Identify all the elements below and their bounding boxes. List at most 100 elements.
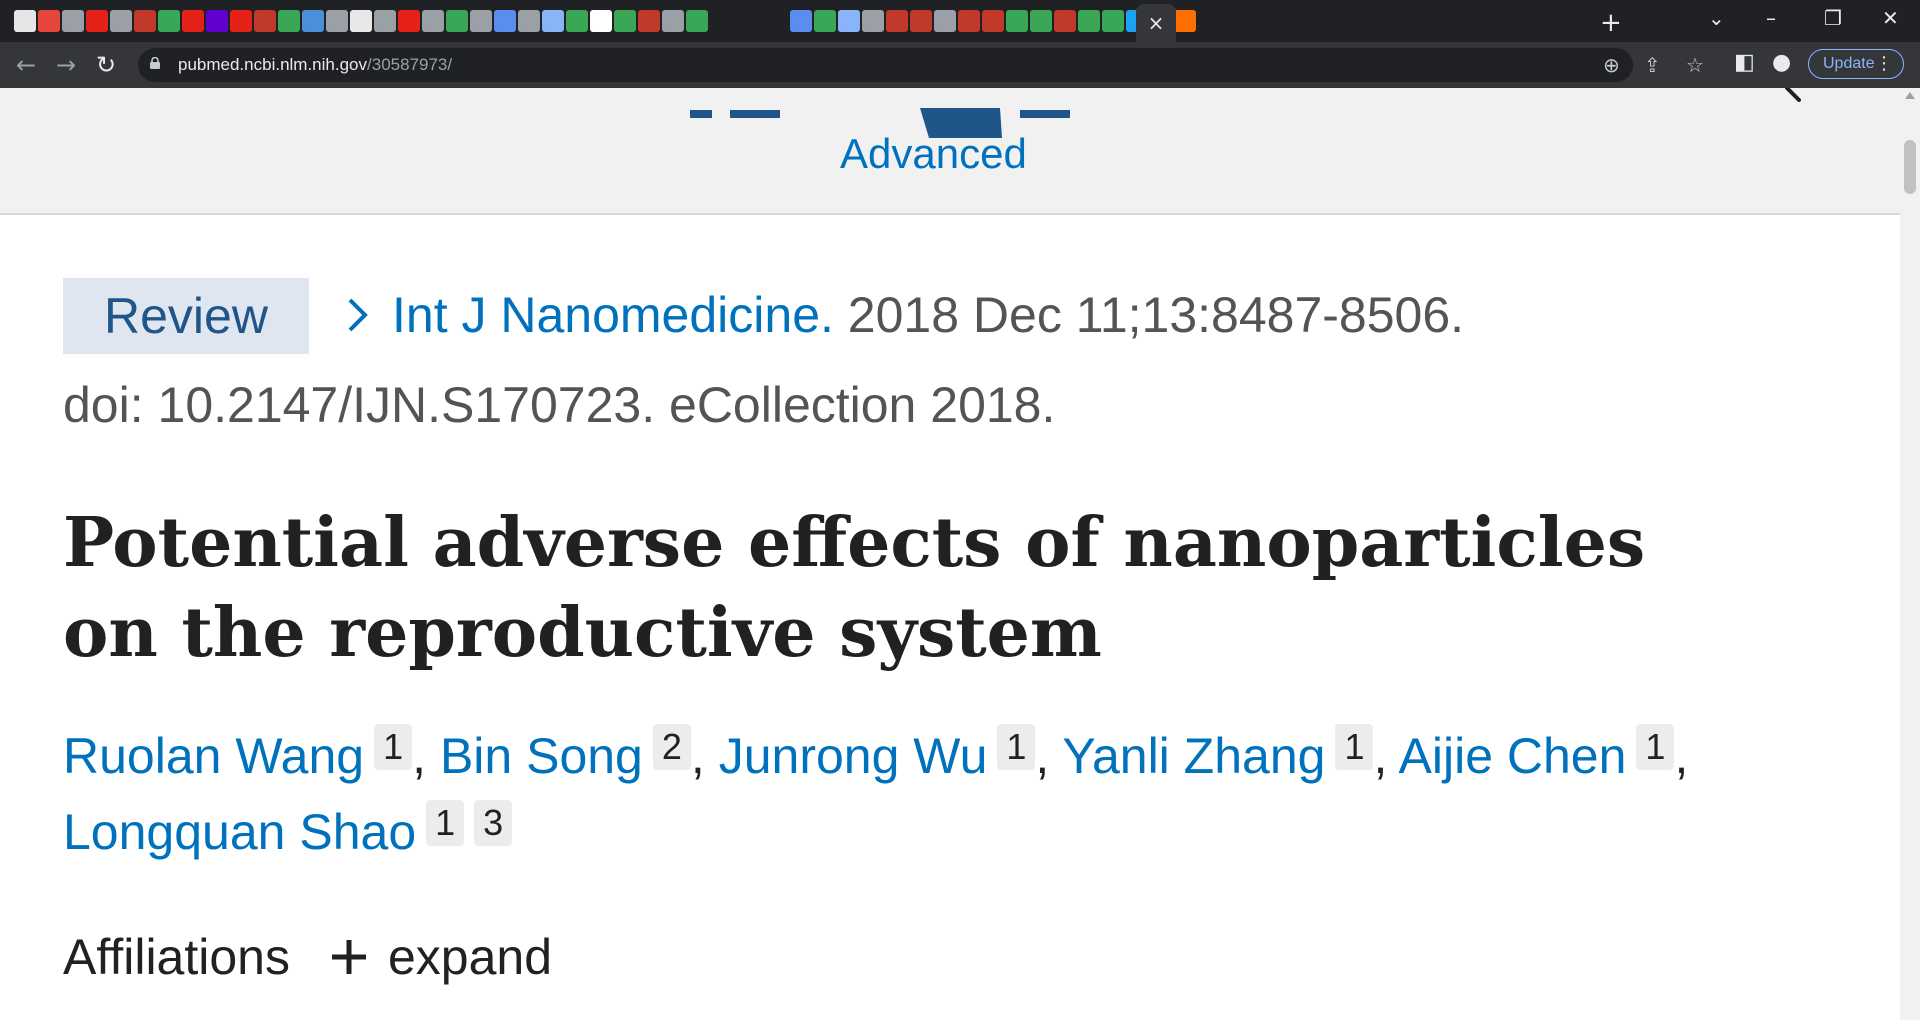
tab-favicon-icon[interactable] bbox=[62, 10, 84, 32]
affiliation-ref-badge[interactable]: 3 bbox=[474, 800, 513, 846]
expand-affiliations-button[interactable]: expand bbox=[388, 929, 553, 985]
tab-favicon-icon[interactable] bbox=[814, 10, 836, 32]
tab-favicon-icon[interactable] bbox=[958, 10, 980, 32]
author-separator: , bbox=[690, 728, 719, 784]
tab-favicon-icon[interactable] bbox=[374, 10, 396, 32]
share-icon[interactable]: ⇪ bbox=[1644, 53, 1661, 77]
tab-favicon-icon[interactable] bbox=[1078, 10, 1100, 32]
update-label: Update bbox=[1823, 55, 1875, 72]
tab-favicon-row bbox=[14, 9, 1196, 33]
side-panel-icon[interactable]: ◧ bbox=[1734, 50, 1755, 75]
forward-arrow-icon[interactable]: → bbox=[56, 51, 77, 79]
tab-favicon-icon[interactable] bbox=[326, 10, 348, 32]
tab-favicon-icon[interactable] bbox=[302, 10, 324, 32]
author-separator: , bbox=[1035, 728, 1063, 784]
pubmed-header: Advanced bbox=[0, 88, 1900, 215]
new-tab-button[interactable]: + bbox=[1600, 8, 1622, 38]
tab-favicon-icon[interactable] bbox=[1030, 10, 1052, 32]
reload-icon[interactable]: ↻ bbox=[96, 51, 117, 79]
tab-favicon-icon[interactable] bbox=[1174, 10, 1196, 32]
journal-citation: Int J Nanomedicine. 2018 Dec 11;13:8487-… bbox=[392, 286, 1464, 344]
tab-favicon-icon[interactable] bbox=[934, 10, 956, 32]
author-link[interactable]: Yanli Zhang bbox=[1062, 728, 1326, 784]
zoom-icon[interactable]: ⊕ bbox=[1603, 53, 1620, 77]
author-link[interactable]: Bin Song bbox=[439, 728, 643, 784]
plus-icon[interactable] bbox=[330, 938, 368, 976]
tab-favicon-icon[interactable] bbox=[790, 10, 812, 32]
profile-avatar-icon[interactable]: ● bbox=[1772, 50, 1792, 75]
more-menu-icon[interactable]: ⋮ bbox=[1875, 53, 1893, 74]
tab-favicon-icon[interactable] bbox=[350, 10, 372, 32]
address-bar[interactable]: pubmed.ncbi.nlm.nih.gov/30587973/ ⊕ ⇪ ☆ bbox=[138, 48, 1704, 82]
restore-window-icon[interactable]: ❐ bbox=[1824, 6, 1842, 30]
search-icon[interactable] bbox=[1785, 88, 1815, 106]
tab-favicon-icon[interactable] bbox=[110, 10, 132, 32]
affiliation-ref-badge[interactable]: 1 bbox=[1636, 724, 1675, 770]
author-link[interactable]: Longquan Shao bbox=[63, 804, 417, 860]
tab-favicon-icon[interactable] bbox=[838, 10, 860, 32]
scroll-up-arrow-icon[interactable] bbox=[1905, 92, 1915, 99]
lock-icon bbox=[150, 57, 160, 69]
tab-favicon-icon[interactable] bbox=[182, 10, 204, 32]
tab-favicon-icon[interactable] bbox=[230, 10, 252, 32]
scrollbar[interactable] bbox=[1900, 88, 1920, 1020]
tab-favicon-icon[interactable] bbox=[590, 10, 612, 32]
pubmed-logo[interactable] bbox=[670, 88, 1070, 138]
tab-favicon-icon[interactable] bbox=[398, 10, 420, 32]
close-tab-icon[interactable]: × bbox=[1147, 11, 1165, 35]
affiliation-ref-badge[interactable]: 1 bbox=[374, 724, 413, 770]
tab-favicon-icon[interactable] bbox=[566, 10, 588, 32]
update-button[interactable]: Update ⋮ bbox=[1808, 49, 1904, 79]
tab-favicon-icon[interactable] bbox=[638, 10, 660, 32]
affiliation-ref-badge[interactable]: 1 bbox=[426, 800, 465, 846]
affiliation-ref-badge[interactable]: 2 bbox=[652, 724, 691, 770]
tab-favicon-icon[interactable] bbox=[982, 10, 1004, 32]
tab-favicon-icon[interactable] bbox=[662, 10, 684, 32]
author-link[interactable]: Junrong Wu bbox=[718, 728, 988, 784]
affiliation-ref-badge[interactable]: 1 bbox=[1335, 724, 1374, 770]
tab-favicon-icon[interactable] bbox=[1054, 10, 1076, 32]
tab-favicon-icon[interactable] bbox=[14, 10, 36, 32]
tab-favicon-icon[interactable] bbox=[886, 10, 908, 32]
tab-favicon-icon[interactable] bbox=[862, 10, 884, 32]
author-link[interactable]: Ruolan Wang bbox=[63, 728, 365, 784]
tab-favicon-icon[interactable] bbox=[86, 10, 108, 32]
tab-favicon-icon[interactable] bbox=[134, 10, 156, 32]
advanced-search-link[interactable]: Advanced bbox=[840, 130, 1027, 177]
affiliation-ref-badge[interactable]: 1 bbox=[997, 724, 1036, 770]
tab-favicon-icon[interactable] bbox=[1102, 10, 1124, 32]
tab-favicon-icon[interactable] bbox=[254, 10, 276, 32]
active-tab[interactable]: × bbox=[1136, 4, 1176, 42]
tab-favicon-icon[interactable] bbox=[446, 10, 468, 32]
tab-favicon-icon[interactable] bbox=[910, 10, 932, 32]
chevron-right-icon[interactable] bbox=[345, 296, 371, 334]
author-separator: , bbox=[412, 728, 440, 784]
tab-favicon-icon[interactable] bbox=[422, 10, 444, 32]
tab-favicon-icon[interactable] bbox=[1006, 10, 1028, 32]
tab-search-chevron-down-icon[interactable]: ⌄ bbox=[1708, 6, 1725, 30]
tab-favicon-icon[interactable] bbox=[518, 10, 540, 32]
scrollbar-thumb[interactable] bbox=[1904, 140, 1916, 194]
tab-favicon-icon[interactable] bbox=[542, 10, 564, 32]
citation-text: 2018 Dec 11;13:8487-8506. bbox=[833, 287, 1465, 343]
bookmark-star-icon[interactable]: ☆ bbox=[1686, 53, 1704, 77]
tab-favicon-icon[interactable] bbox=[470, 10, 492, 32]
author-link[interactable]: Aijie Chen bbox=[1398, 728, 1627, 784]
tab-favicon-icon[interactable] bbox=[686, 10, 708, 32]
tab-favicon-icon[interactable] bbox=[278, 10, 300, 32]
back-arrow-icon[interactable]: ← bbox=[16, 51, 37, 79]
article-type-badge: Review bbox=[63, 278, 309, 354]
author-separator: , bbox=[1373, 728, 1399, 784]
journal-link[interactable]: Int J Nanomedicine. bbox=[392, 287, 834, 343]
minimize-icon[interactable]: – bbox=[1766, 6, 1776, 30]
url-text[interactable]: pubmed.ncbi.nlm.nih.gov/30587973/ bbox=[178, 55, 453, 74]
close-window-icon[interactable]: ✕ bbox=[1882, 6, 1899, 30]
tab-favicon-icon[interactable] bbox=[206, 10, 228, 32]
tab-favicon-icon[interactable] bbox=[614, 10, 636, 32]
browser-toolbar: ← → ↻ pubmed.ncbi.nlm.nih.gov/30587973/ … bbox=[0, 42, 1920, 88]
tab-favicon-icon[interactable] bbox=[494, 10, 516, 32]
affiliations-heading: Affiliations bbox=[63, 929, 290, 985]
tab-favicon-icon[interactable] bbox=[38, 10, 60, 32]
tab-favicon-icon[interactable] bbox=[158, 10, 180, 32]
article-title: Potential adverse effects of nanoparticl… bbox=[63, 503, 1646, 673]
